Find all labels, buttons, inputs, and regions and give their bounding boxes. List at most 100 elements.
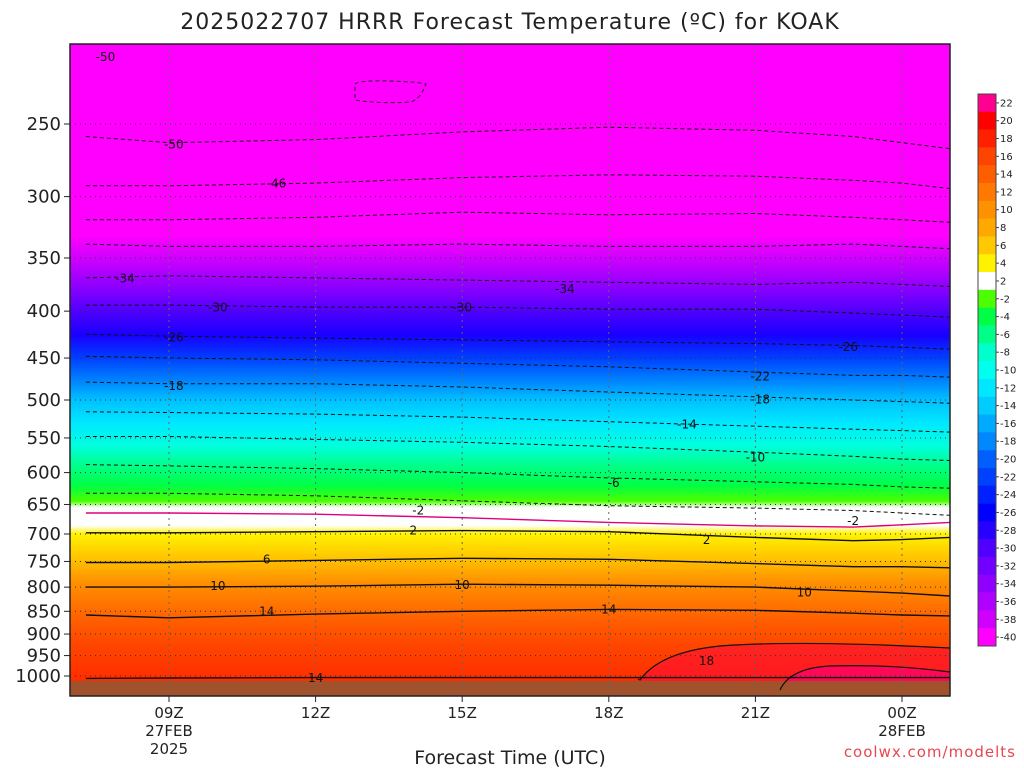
contour-label: -2 (412, 503, 424, 517)
plot-frame (69, 43, 951, 697)
contour-label: -6 (608, 476, 620, 490)
isotherm-line (85, 512, 950, 528)
contour-label: 10 (210, 579, 225, 593)
isotherm-line (85, 676, 950, 680)
colorbar-swatch (978, 556, 996, 576)
y-tick-label: 350 (27, 248, 61, 269)
colorbar-label: -26 (1000, 508, 1016, 519)
isotherm-line (85, 492, 950, 516)
colorbar-label: -16 (1000, 419, 1016, 430)
contour-label: -34 (115, 271, 135, 285)
colorbar-label: -8 (1000, 348, 1010, 359)
colorbar-label: -4 (1000, 312, 1010, 323)
y-tick-label: 300 (27, 187, 61, 208)
isotherm-line (85, 174, 950, 190)
isotherms (85, 126, 950, 680)
colorbar-swatch (978, 343, 996, 362)
colorbar-label: -40 (1000, 633, 1016, 644)
contour-label: -2 (847, 514, 859, 528)
colorbar-label: 16 (1000, 152, 1013, 163)
colorbar-label: 2 (1000, 276, 1006, 287)
colorbar-swatch (978, 521, 996, 540)
colorbar-label: -28 (1000, 526, 1016, 537)
colorbar-swatch (978, 414, 996, 433)
contour-label: -18 (164, 379, 184, 393)
y-tick-label: 750 (27, 551, 61, 572)
x-tick-date: 28FEB (878, 722, 925, 740)
contour-label: 10 (797, 586, 812, 600)
contour-label: -26 (164, 331, 184, 345)
contour-label: 14 (308, 671, 323, 685)
contour-label: -50 (96, 50, 116, 64)
colorbar-label: -30 (1000, 544, 1016, 555)
x-axis-label: Forecast Time (UTC) (414, 747, 605, 768)
y-tick-label: 800 (27, 577, 61, 598)
colorbar-swatch (978, 272, 996, 291)
colorbar-label: -32 (1000, 561, 1016, 572)
y-tick-label: 500 (27, 390, 61, 411)
contour-label: -30 (208, 301, 228, 315)
colorbar-swatch (978, 539, 996, 558)
colorbar-swatch (978, 450, 996, 469)
colorbar-label: 4 (1000, 259, 1006, 270)
isotherm-line (85, 355, 950, 378)
colorbar-label: -38 (1000, 615, 1016, 626)
colorbar-label: -14 (1000, 401, 1016, 412)
colorbar-swatch (978, 378, 996, 398)
x-tick-label: 21Z (741, 704, 770, 722)
isotherm-line (85, 126, 950, 150)
contour-labels: -50-50-46-34-34-30 -30-26-26-22-18-18-14-… (96, 50, 859, 685)
colorbar-label: 8 (1000, 223, 1006, 234)
colorbar-label: -36 (1000, 597, 1016, 608)
colorbar-swatch (978, 485, 996, 504)
colorbar-swatch (978, 307, 996, 326)
terrain-band (70, 681, 950, 696)
colorbar-label: 22 (1000, 98, 1013, 109)
colorbar-swatch (978, 610, 996, 629)
colorbar-label: -34 (1000, 579, 1016, 590)
colorbar-label: 6 (1000, 241, 1006, 252)
colorbar-label: -10 (1000, 366, 1016, 377)
isotherm-line (85, 243, 950, 250)
colorbar-label: -12 (1000, 383, 1016, 394)
colorbar-swatch (978, 236, 996, 255)
contour-label: -14 (677, 417, 697, 431)
colorbar-swatch (978, 325, 996, 344)
isotherm-line (85, 557, 950, 569)
colorbar-swatch (978, 129, 996, 148)
colorbar-label: -18 (1000, 437, 1016, 448)
isotherm-18-pocket (637, 642, 950, 681)
contour-label: -22 (750, 370, 770, 384)
x-tick-label: 12Z (301, 704, 330, 722)
colorbar-swatch (978, 361, 996, 380)
isotherm-22-pocket (779, 665, 950, 691)
colorbar-label: -6 (1000, 330, 1010, 341)
isotherm-line (85, 529, 950, 542)
isotherm-line (85, 583, 950, 597)
colorbar-swatch (978, 432, 996, 451)
colorbar-swatch (978, 200, 996, 219)
plot-area: -50-50-46-34-34-30 -30-26-26-22-18-18-14-… (70, 44, 950, 696)
colorbar-swatch (978, 396, 996, 415)
contour-label: -18 (750, 393, 770, 407)
contour-label: 10 (455, 578, 470, 592)
colorbar-label: 20 (1000, 116, 1013, 127)
y-tick-label: 400 (27, 301, 61, 322)
contour-label: -10 (746, 451, 766, 465)
isotherm-line (85, 608, 950, 619)
credit-text: coolwx.com/modelts (844, 743, 1016, 761)
colorbar-label: 18 (1000, 134, 1013, 145)
colorbar-label: -22 (1000, 472, 1016, 483)
isotherm-line (85, 304, 950, 318)
x-tick-label: 00Z (887, 704, 916, 722)
isotherm-line (85, 411, 950, 433)
colorbar-swatch (978, 218, 996, 237)
colorbar-swatch (978, 628, 996, 647)
x-tick-label: 09Z (154, 704, 183, 722)
colorbar-swatch (978, 147, 996, 166)
y-tick-label: 950 (27, 646, 61, 667)
contour-label: 18 (699, 654, 714, 668)
colorbar-swatch (978, 254, 996, 273)
